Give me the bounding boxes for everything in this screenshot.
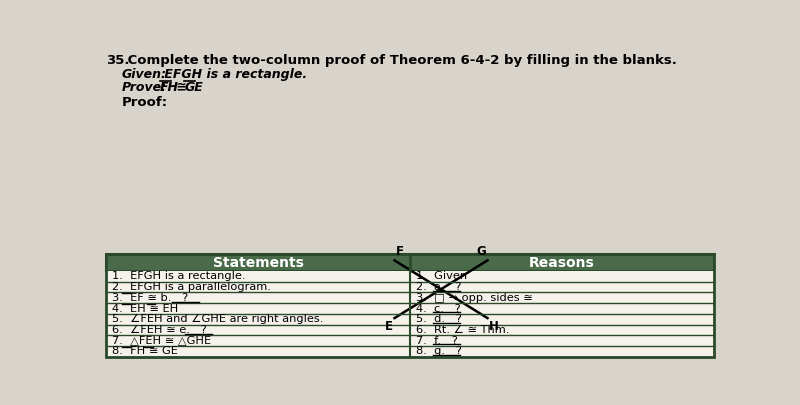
Text: GE: GE	[185, 81, 203, 94]
Text: 4.  EH ≅ EH: 4. EH ≅ EH	[112, 303, 178, 313]
Text: 2.  a.   ?: 2. a. ?	[416, 282, 462, 292]
Text: 6.  Rt. ∠ ≅ Thm.: 6. Rt. ∠ ≅ Thm.	[416, 325, 510, 335]
Text: 5.  ∠FEH and ∠GHE are right angles.: 5. ∠FEH and ∠GHE are right angles.	[112, 314, 324, 324]
Bar	[106, 324, 714, 335]
Bar	[106, 271, 714, 282]
Text: 1.  EFGH is a rectangle.: 1. EFGH is a rectangle.	[112, 271, 246, 281]
Text: Proof:: Proof:	[122, 96, 168, 109]
Text: ≅: ≅	[172, 81, 191, 94]
Bar	[106, 282, 714, 292]
Text: 8.  g.   ?: 8. g. ?	[416, 346, 462, 356]
Text: FH: FH	[160, 81, 178, 94]
Text: Reasons: Reasons	[529, 256, 594, 270]
Bar	[394, 260, 487, 318]
Text: F: F	[396, 245, 404, 258]
Text: 4.  c.   ?: 4. c. ?	[416, 303, 461, 313]
Bar	[106, 254, 714, 356]
Bar	[106, 303, 714, 314]
Text: 7.  f.   ?: 7. f. ?	[416, 336, 458, 345]
Text: 35.: 35.	[106, 54, 130, 67]
Text: 5.  d.   ?: 5. d. ?	[416, 314, 462, 324]
Bar	[106, 346, 714, 356]
Text: 2.  EFGH is a parallelogram.: 2. EFGH is a parallelogram.	[112, 282, 271, 292]
Bar	[106, 314, 714, 324]
Text: Complete the two-column proof of Theorem 6-4-2 by filling in the blanks.: Complete the two-column proof of Theorem…	[123, 54, 677, 67]
Text: G: G	[476, 245, 486, 258]
Text: 6.  ∠FEH ≅ e.   ?: 6. ∠FEH ≅ e. ?	[112, 325, 207, 335]
Text: Given:: Given:	[122, 68, 166, 81]
Text: 7.  △FEH ≅ △GHE: 7. △FEH ≅ △GHE	[112, 336, 211, 345]
Text: EFGH is a rectangle.: EFGH is a rectangle.	[160, 68, 307, 81]
Text: 1.  Given: 1. Given	[416, 271, 467, 281]
Text: E: E	[385, 320, 393, 333]
Text: Statements: Statements	[213, 256, 303, 270]
Text: 3.  □ → opp. sides ≅: 3. □ → opp. sides ≅	[416, 293, 533, 303]
Text: 8.  FH ≅ GE: 8. FH ≅ GE	[112, 346, 178, 356]
Text: Prove:: Prove:	[122, 81, 167, 94]
Bar	[106, 335, 714, 346]
Bar	[106, 292, 714, 303]
Text: H: H	[489, 320, 499, 333]
Bar	[106, 254, 714, 271]
Text: 3.  EF ≅ b.   ?: 3. EF ≅ b. ?	[112, 293, 189, 303]
